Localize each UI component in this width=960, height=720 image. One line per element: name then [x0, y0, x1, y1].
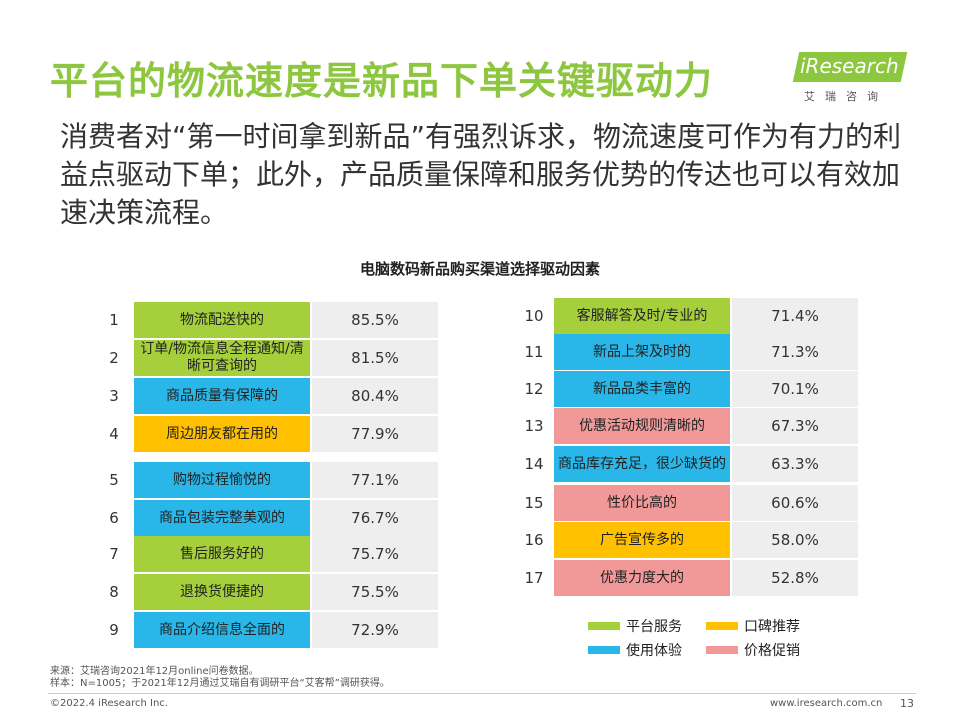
- legend-label-experience: 使用体验: [626, 643, 682, 659]
- row-rank: 12: [524, 380, 544, 398]
- row-value: 52.8%: [732, 560, 858, 596]
- row-factor-label: 订单/物流信息全程通知/清晰可查询的: [134, 340, 310, 376]
- copyright: ©2022.4 iResearch Inc.: [50, 698, 168, 709]
- table-row: 11 新品上架及时的 71.3%: [514, 334, 858, 370]
- row-factor-label: 售后服务好的: [134, 536, 310, 572]
- legend-swatch-word-of-mouth: [706, 622, 738, 630]
- row-rank: 14: [524, 455, 544, 473]
- footer-divider: [48, 693, 916, 694]
- page-number: 13: [900, 697, 914, 710]
- row-value: 63.3%: [732, 446, 858, 482]
- logo-name: iResearch: [800, 54, 899, 78]
- table-row: 5 购物过程愉悦的 77.1%: [94, 462, 438, 498]
- table-row: 17 优惠力度大的 52.8%: [514, 560, 858, 596]
- table-row: 9 商品介绍信息全面的 72.9%: [94, 612, 438, 648]
- row-factor-label: 商品库存充足，很少缺货的: [554, 446, 730, 482]
- page-title: 平台的物流速度是新品下单关键驱动力: [50, 59, 714, 103]
- row-value: 75.5%: [312, 574, 438, 610]
- logo-subtitle: 艾瑞咨询: [804, 90, 888, 103]
- page-subtitle: 消费者对“第一时间拿到新品”有强烈诉求，物流速度可作为有力的利益点驱动下单；此外…: [60, 120, 902, 229]
- row-value: 76.7%: [312, 500, 438, 536]
- row-factor-label: 周边朋友都在用的: [134, 416, 310, 452]
- row-factor-label: 客服解答及时/专业的: [554, 298, 730, 334]
- table-row: 12 新品品类丰富的 70.1%: [514, 371, 858, 407]
- legend-label-word-of-mouth: 口碑推荐: [744, 619, 800, 635]
- row-factor-label: 商品介绍信息全面的: [134, 612, 310, 648]
- row-value: 85.5%: [312, 302, 438, 338]
- row-factor-label: 购物过程愉悦的: [134, 462, 310, 498]
- row-rank: 6: [109, 509, 119, 527]
- row-value: 70.1%: [732, 371, 858, 407]
- legend-swatch-experience: [588, 646, 620, 654]
- row-factor-label: 优惠力度大的: [554, 560, 730, 596]
- table-row: 10 客服解答及时/专业的 71.4%: [514, 298, 858, 334]
- source-note: 来源：艾瑞咨询2021年12月online问卷数据。: [50, 666, 259, 677]
- footnote: 来源：艾瑞咨询2021年12月online问卷数据。 样本：N=1005；于20…: [50, 666, 390, 690]
- table-row: 8 退换货便捷的 75.5%: [94, 574, 438, 610]
- table-row: 6 商品包装完整美观的 76.7%: [94, 500, 438, 536]
- legend-swatch-price: [706, 646, 738, 654]
- table-row: 3 商品质量有保障的 80.4%: [94, 378, 438, 414]
- table-row: 13 优惠活动规则清晰的 67.3%: [514, 408, 858, 444]
- row-rank: 15: [524, 494, 544, 512]
- row-rank: 17: [524, 569, 544, 587]
- row-rank: 9: [109, 621, 119, 639]
- row-rank: 11: [524, 343, 544, 361]
- chart-title: 电脑数码新品购买渠道选择驱动因素: [359, 260, 600, 278]
- iresearch-logo: iResearch 艾瑞咨询: [790, 52, 910, 112]
- sample-note: 样本：N=1005；于2021年12月通过艾瑞自有调研平台“艾客帮”调研获得。: [50, 678, 390, 689]
- legend-swatch-platform: [588, 622, 620, 630]
- row-value: 71.4%: [732, 298, 858, 334]
- row-rank: 7: [109, 545, 119, 563]
- row-factor-label: 新品上架及时的: [554, 334, 730, 370]
- row-rank: 10: [524, 307, 544, 325]
- row-value: 58.0%: [732, 522, 858, 558]
- legend-item-platform: 平台服务: [588, 616, 682, 636]
- legend-item-experience: 使用体验: [588, 640, 682, 660]
- row-value: 72.9%: [312, 612, 438, 648]
- table-row: 2 订单/物流信息全程通知/清晰可查询的 81.5%: [94, 340, 438, 376]
- row-value: 67.3%: [732, 408, 858, 444]
- table-row: 7 售后服务好的 75.7%: [94, 536, 438, 572]
- row-factor-label: 商品质量有保障的: [134, 378, 310, 414]
- row-value: 75.7%: [312, 536, 438, 572]
- row-factor-label: 优惠活动规则清晰的: [554, 408, 730, 444]
- row-value: 60.6%: [732, 485, 858, 521]
- row-factor-label: 商品包装完整美观的: [134, 500, 310, 536]
- table-row: 1 物流配送快的 85.5%: [94, 302, 438, 338]
- legend-label-price: 价格促销: [744, 643, 800, 659]
- row-rank: 13: [524, 417, 544, 435]
- row-value: 71.3%: [732, 334, 858, 370]
- table-row: 14 商品库存充足，很少缺货的 63.3%: [514, 446, 858, 482]
- legend-item-word-of-mouth: 口碑推荐: [706, 616, 800, 636]
- row-value: 77.9%: [312, 416, 438, 452]
- table-row: 15 性价比高的 60.6%: [514, 485, 858, 521]
- row-factor-label: 新品品类丰富的: [554, 371, 730, 407]
- table-row: 16 广告宣传多的 58.0%: [514, 522, 858, 558]
- legend-label-platform: 平台服务: [626, 619, 682, 635]
- website-link[interactable]: www.iresearch.com.cn: [770, 698, 883, 709]
- legend-item-price: 价格促销: [706, 640, 800, 660]
- row-rank: 3: [109, 387, 119, 405]
- row-factor-label: 性价比高的: [554, 485, 730, 521]
- row-value: 77.1%: [312, 462, 438, 498]
- row-factor-label: 退换货便捷的: [134, 574, 310, 610]
- row-rank: 1: [109, 311, 119, 329]
- row-rank: 2: [109, 349, 119, 367]
- chart-legend: 平台服务 口碑推荐 使用体验 价格促销: [588, 616, 828, 660]
- row-rank: 16: [524, 531, 544, 549]
- row-factor-label: 物流配送快的: [134, 302, 310, 338]
- row-factor-label: 广告宣传多的: [554, 522, 730, 558]
- row-rank: 4: [109, 425, 119, 443]
- table-row: 4 周边朋友都在用的 77.9%: [94, 416, 438, 452]
- row-rank: 5: [109, 471, 119, 489]
- row-rank: 8: [109, 583, 119, 601]
- row-value: 80.4%: [312, 378, 438, 414]
- row-value: 81.5%: [312, 340, 438, 376]
